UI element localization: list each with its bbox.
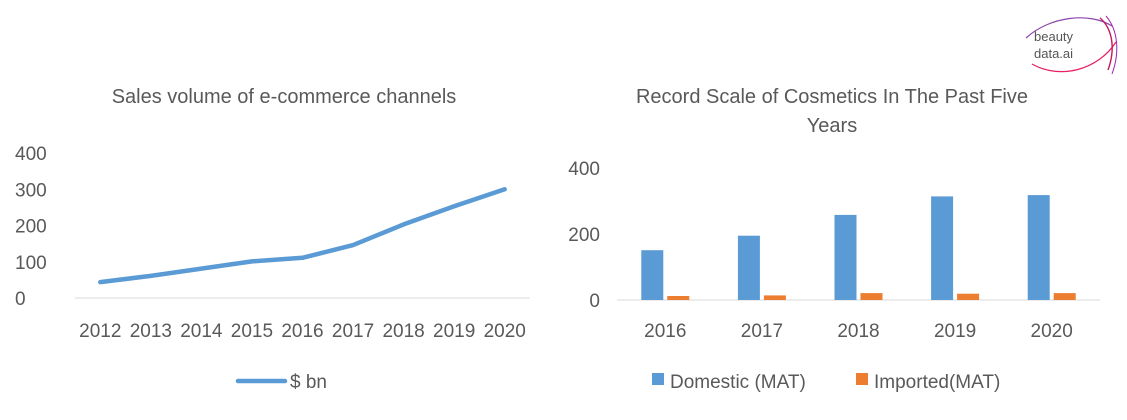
bar-y-tick-label: 200 <box>568 225 600 246</box>
bar-domestic <box>641 250 664 300</box>
bar-imported <box>763 295 786 300</box>
line-x-tick-label: 2020 <box>484 321 526 342</box>
line-x-tick-label: 2018 <box>382 321 424 342</box>
legend-label-domestic: Domestic (MAT) <box>670 372 806 393</box>
bar-x-tick-label: 2020 <box>1031 321 1073 342</box>
line-x-tick-label: 2019 <box>433 321 475 342</box>
bar-y-tick-label: 400 <box>568 159 600 180</box>
bar-imported <box>957 293 980 300</box>
line-legend-label: $ bn <box>290 372 327 393</box>
line-x-tick-label: 2014 <box>180 321 223 342</box>
line-y-tick-label: 300 <box>15 180 47 201</box>
bar-domestic <box>931 196 954 300</box>
line-y-tick-label: 100 <box>15 253 47 274</box>
beauty-data-logo: beauty data.ai <box>1020 14 1120 78</box>
bar-x-tick-label: 2018 <box>837 321 879 342</box>
line-x-tick-label: 2012 <box>79 321 121 342</box>
line-chart-x-axis: 2012 2013 2014 2015 2016 2017 2018 2019 2020 <box>79 321 526 342</box>
legend-swatch-imported <box>856 373 868 385</box>
bar-imported <box>860 293 883 300</box>
line-x-tick-label: 2013 <box>130 321 172 342</box>
bar-x-tick-label: 2016 <box>644 321 686 342</box>
line-chart-title: Sales volume of e-commerce channels <box>112 86 457 108</box>
legend-swatch-domestic <box>652 373 664 385</box>
bar-x-tick-label: 2019 <box>934 321 976 342</box>
bar-x-tick-label: 2017 <box>741 321 783 342</box>
line-series-sales <box>98 187 507 285</box>
line-chart-legend: $ bn <box>235 372 327 393</box>
line-y-tick-label: 200 <box>15 217 47 238</box>
bar-imported <box>667 296 690 300</box>
line-y-tick-label: 0 <box>15 289 26 310</box>
line-chart: Sales volume of e-commerce channels 0 100… <box>15 86 530 393</box>
bar-chart-bars <box>641 195 1076 300</box>
logo-text-data: data.ai <box>1034 46 1073 61</box>
bar-chart-title-line1: Record Scale of Cosmetics In The Past Fi… <box>636 86 1028 108</box>
bar-chart-title-line2: Years <box>807 115 857 137</box>
legend-label-imported: Imported(MAT) <box>874 372 1000 393</box>
bar-domestic <box>834 214 857 300</box>
logo-text-beauty: beauty <box>1034 29 1074 44</box>
bar-chart: Record Scale of Cosmetics In The Past Fi… <box>568 86 1100 393</box>
bar-domestic <box>737 235 760 300</box>
line-x-tick-label: 2016 <box>281 321 323 342</box>
bar-imported <box>1053 293 1076 300</box>
bar-chart-x-axis: 2016 2017 2018 2019 2020 <box>644 321 1073 342</box>
bar-chart-y-axis: 0 200 400 <box>568 159 600 312</box>
bar-chart-legend: Domestic (MAT) Imported(MAT) <box>652 372 1000 393</box>
line-y-tick-label: 400 <box>15 144 47 165</box>
bar-y-tick-label: 0 <box>589 291 600 312</box>
line-x-tick-label: 2017 <box>332 321 374 342</box>
bar-domestic <box>1027 195 1050 300</box>
line-x-tick-label: 2015 <box>231 321 273 342</box>
line-chart-y-axis: 0 100 200 300 400 <box>15 144 47 310</box>
